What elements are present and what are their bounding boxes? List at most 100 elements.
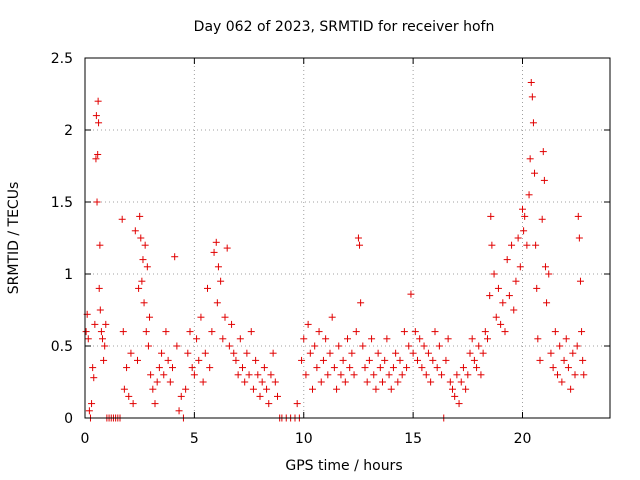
chart-title: Day 062 of 2023, SRMTID for receiver hof…	[194, 19, 495, 35]
data-point	[541, 263, 549, 271]
data-point	[499, 299, 507, 307]
data-point	[96, 306, 104, 314]
data-point	[247, 328, 255, 336]
data-point	[359, 342, 367, 350]
data-point	[182, 385, 190, 393]
data-point	[578, 328, 586, 336]
data-point	[118, 215, 126, 223]
data-point	[293, 400, 301, 408]
data-point	[208, 328, 216, 336]
data-point	[169, 364, 176, 372]
data-point	[363, 378, 371, 386]
data-point	[269, 349, 277, 357]
data-point	[144, 342, 152, 350]
data-point	[357, 299, 365, 307]
data-point	[177, 392, 185, 400]
data-point	[567, 385, 575, 393]
data-point	[221, 313, 229, 321]
data-point	[84, 335, 92, 343]
data-point	[158, 349, 166, 357]
data-point	[131, 227, 139, 235]
data-point	[317, 378, 325, 386]
data-point	[429, 356, 437, 364]
data-point	[540, 176, 548, 184]
data-point	[564, 364, 572, 372]
data-point	[147, 371, 155, 379]
data-point	[249, 385, 257, 393]
data-point	[444, 335, 452, 343]
data-point	[580, 371, 588, 379]
data-point	[267, 371, 275, 379]
data-point	[558, 378, 566, 386]
data-point	[175, 407, 183, 415]
data-point	[551, 328, 559, 336]
data-point	[505, 292, 513, 300]
data-point	[102, 320, 110, 328]
data-point	[442, 356, 450, 364]
data-point	[354, 234, 362, 242]
data-point	[188, 364, 196, 372]
data-point	[370, 371, 378, 379]
data-point	[344, 335, 351, 343]
data-point	[139, 256, 147, 264]
data-point	[199, 378, 207, 386]
data-point	[239, 364, 246, 372]
grid-layer	[85, 58, 610, 418]
data-point	[298, 356, 306, 364]
y-tick-label: 1	[64, 267, 73, 283]
data-point	[462, 385, 470, 393]
data-point	[488, 241, 496, 249]
data-point	[212, 238, 220, 246]
data-point	[330, 364, 338, 372]
data-point	[265, 400, 273, 408]
data-point	[470, 356, 478, 364]
data-point	[339, 356, 347, 364]
data-point	[333, 385, 341, 393]
data-point	[213, 299, 221, 307]
data-point	[453, 371, 461, 379]
data-point	[101, 342, 109, 350]
data-point	[400, 328, 408, 336]
data-point	[376, 364, 384, 372]
data-point	[510, 306, 518, 314]
data-point	[153, 378, 161, 386]
data-point	[468, 335, 476, 343]
data-point	[304, 320, 312, 328]
data-point	[206, 364, 214, 372]
data-point	[396, 356, 404, 364]
data-point	[398, 371, 406, 379]
data-point	[385, 371, 393, 379]
y-tick-label: 1.5	[51, 195, 73, 211]
data-point	[263, 385, 271, 393]
x-axis-title: GPS time / hours	[285, 458, 402, 474]
data-point	[97, 328, 105, 336]
data-point	[160, 371, 168, 379]
data-point	[256, 392, 264, 400]
data-point	[91, 320, 99, 328]
data-point	[89, 364, 97, 372]
data-point	[223, 244, 231, 252]
y-tick-label: 2.5	[51, 51, 73, 67]
data-point	[186, 328, 194, 336]
data-point	[184, 349, 192, 357]
data-point	[149, 385, 157, 393]
data-point	[142, 328, 150, 336]
data-point	[193, 335, 201, 343]
y-tick-label: 2	[64, 123, 73, 139]
data-point	[519, 205, 526, 213]
data-point	[252, 356, 260, 364]
data-point	[379, 378, 386, 386]
data-point	[416, 335, 424, 343]
data-point	[533, 284, 541, 292]
plot-frame	[84, 57, 611, 419]
data-point	[164, 356, 172, 364]
data-point	[82, 328, 90, 336]
data-point	[374, 349, 382, 357]
data-point	[100, 356, 108, 364]
data-point	[538, 215, 546, 223]
data-point	[143, 263, 151, 271]
data-point	[372, 385, 380, 393]
data-point	[166, 378, 174, 386]
data-point	[484, 335, 491, 343]
data-point	[201, 349, 209, 357]
